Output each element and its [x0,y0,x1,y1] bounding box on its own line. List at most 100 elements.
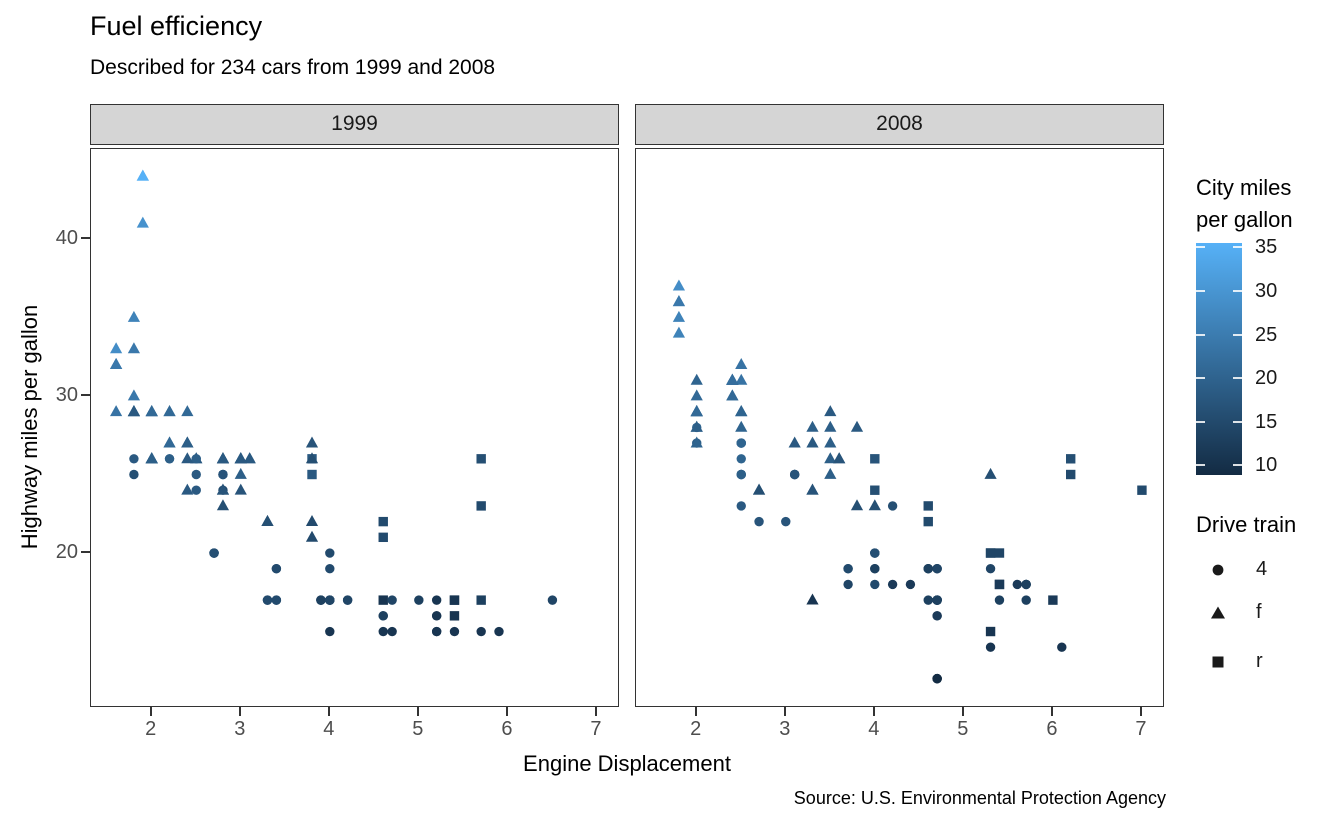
data-point [378,595,388,605]
x-tick-label: 3 [234,718,246,740]
data-point [1048,595,1058,605]
x-tick-label: 2 [690,718,702,740]
colorbar-tick [1233,377,1242,380]
data-point [824,420,837,432]
data-point [431,595,442,605]
data-point [806,593,819,605]
colorbar-tick [1196,377,1205,380]
data-point [870,454,880,464]
data-point [325,595,335,605]
data-point [824,436,837,448]
data-point [191,469,201,480]
data-point [985,626,996,637]
data-point [985,548,996,558]
data-point [824,467,837,479]
data-point [672,310,686,322]
y-tick-label: 30 [55,383,78,406]
shape-legend-label: 4 [1256,558,1268,580]
data-point [1066,469,1076,480]
data-point [1021,579,1031,590]
colorbar-tick-label: 20 [1255,367,1278,390]
data-point [316,595,326,605]
facet-strip-2008: 2008 [635,104,1164,145]
data-point [261,515,274,527]
data-point [145,452,158,464]
x-tick-label: 5 [957,718,969,740]
data-point [806,420,819,432]
data-point [1012,579,1022,590]
data-point [387,595,397,605]
data-point [984,467,997,479]
colorbar-tick-label: 30 [1255,279,1278,302]
data-point [870,564,880,574]
color-legend-title: City miles per gallon [1196,175,1293,232]
data-point [129,469,139,480]
data-point [181,452,194,464]
data-point [905,579,916,590]
data-point [824,405,837,417]
colorbar-tick [1233,333,1242,336]
data-point [305,530,319,542]
x-axis-tick [149,707,152,716]
y-tick-label: 20 [55,541,78,564]
data-point [923,501,933,511]
data-point [307,469,317,480]
data-point [1066,454,1076,464]
colorbar-tick [1233,464,1242,467]
data-point [850,499,864,511]
data-point [234,452,247,464]
data-point [163,405,176,417]
data-point [494,626,504,637]
x-tick-label: 4 [868,718,880,740]
data-point [726,373,739,385]
data-point [994,595,1005,605]
data-point [843,564,853,574]
data-point [887,501,898,511]
x-tick-label: 6 [1046,718,1058,740]
source-caption: Source: U.S. Environmental Protection Ag… [793,788,1166,808]
data-point [164,454,175,464]
data-point [209,548,219,558]
data-point [1137,485,1147,495]
data-point [163,436,176,448]
data-point [449,611,460,621]
colorbar-tick [1233,420,1242,423]
data-point [431,626,442,637]
data-point [923,595,933,605]
data-point [923,564,933,574]
data-point [191,454,201,464]
data-point [736,454,746,464]
data-point [414,595,424,605]
data-point [932,673,942,684]
x-axis-tick [416,707,419,716]
y-axis-tick [81,393,90,396]
colorbar-tick-label: 15 [1255,410,1278,433]
data-point [690,389,703,401]
x-axis-tick [694,707,697,716]
data-point [870,485,880,495]
data-point [129,454,139,464]
x-axis-tick [594,707,597,716]
data-point [806,483,819,495]
data-point [850,420,864,432]
data-point [325,548,335,558]
data-point [110,405,123,417]
data-point [735,357,748,369]
data-point [985,564,996,574]
data-point [181,405,194,417]
plot-panel-1999 [90,148,619,707]
data-point [136,169,149,181]
x-tick-label: 4 [323,718,335,740]
x-tick-label: 7 [590,718,602,740]
data-point [923,516,933,527]
y-tick-label: 40 [55,226,78,249]
colorbar-tick-label: 35 [1255,236,1278,259]
data-point [325,564,335,574]
data-point [788,436,801,448]
data-point [781,516,791,527]
plot-panel-2008 [635,148,1164,707]
x-tick-label: 2 [145,718,157,740]
data-point [690,436,703,448]
chart-title: Fuel efficiency [90,11,263,41]
